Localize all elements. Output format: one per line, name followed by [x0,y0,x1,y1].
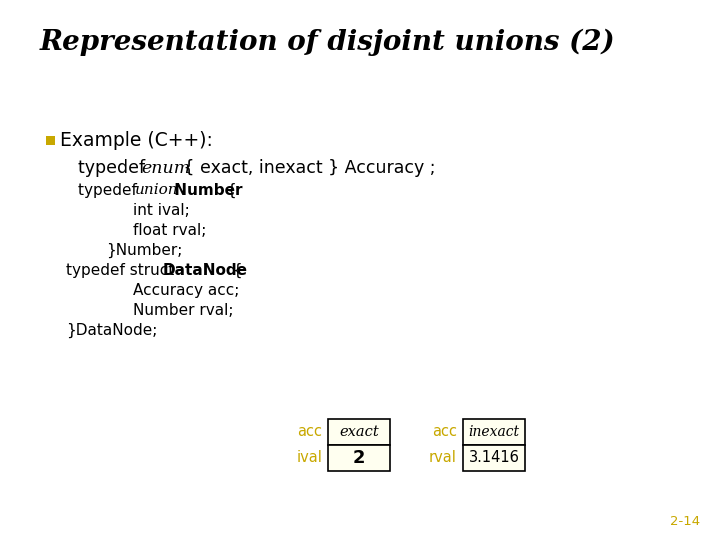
Text: ival: ival [296,450,322,465]
Text: Example (C++):: Example (C++): [60,131,213,150]
Text: }DataNode;: }DataNode; [66,323,158,338]
Text: 2: 2 [353,449,365,467]
Bar [328,418,390,445]
Text: Number rval;: Number rval; [133,303,233,318]
Text: acc: acc [432,424,457,439]
Text: int ival;: int ival; [133,202,190,218]
Text: {: { [226,183,235,198]
Bar [463,445,525,471]
Text: typedef: typedef [78,159,150,177]
Text: float rval;: float rval; [133,223,207,238]
Text: enum: enum [141,160,190,177]
Bar [46,136,55,145]
Text: rval: rval [429,450,457,465]
Bar [328,445,390,471]
Text: 2-14: 2-14 [670,516,700,529]
Text: Accuracy acc;: Accuracy acc; [133,283,239,298]
Text: 3.1416: 3.1416 [469,450,519,465]
Text: }Number;: }Number; [106,242,182,258]
Text: { exact, inexact } Accuracy ;: { exact, inexact } Accuracy ; [178,159,436,177]
Bar [463,418,525,445]
Text: Number: Number [169,183,243,198]
Text: union: union [135,183,179,197]
Text: exact: exact [339,425,379,438]
Text: DataNode: DataNode [163,263,248,278]
Text: typedef struct: typedef struct [66,263,179,278]
Text: Representation of disjoint unions (2): Representation of disjoint unions (2) [40,29,615,56]
Text: typedef: typedef [78,183,142,198]
Text: {: { [228,263,243,278]
Text: inexact: inexact [469,425,520,438]
Text: acc: acc [297,424,322,439]
